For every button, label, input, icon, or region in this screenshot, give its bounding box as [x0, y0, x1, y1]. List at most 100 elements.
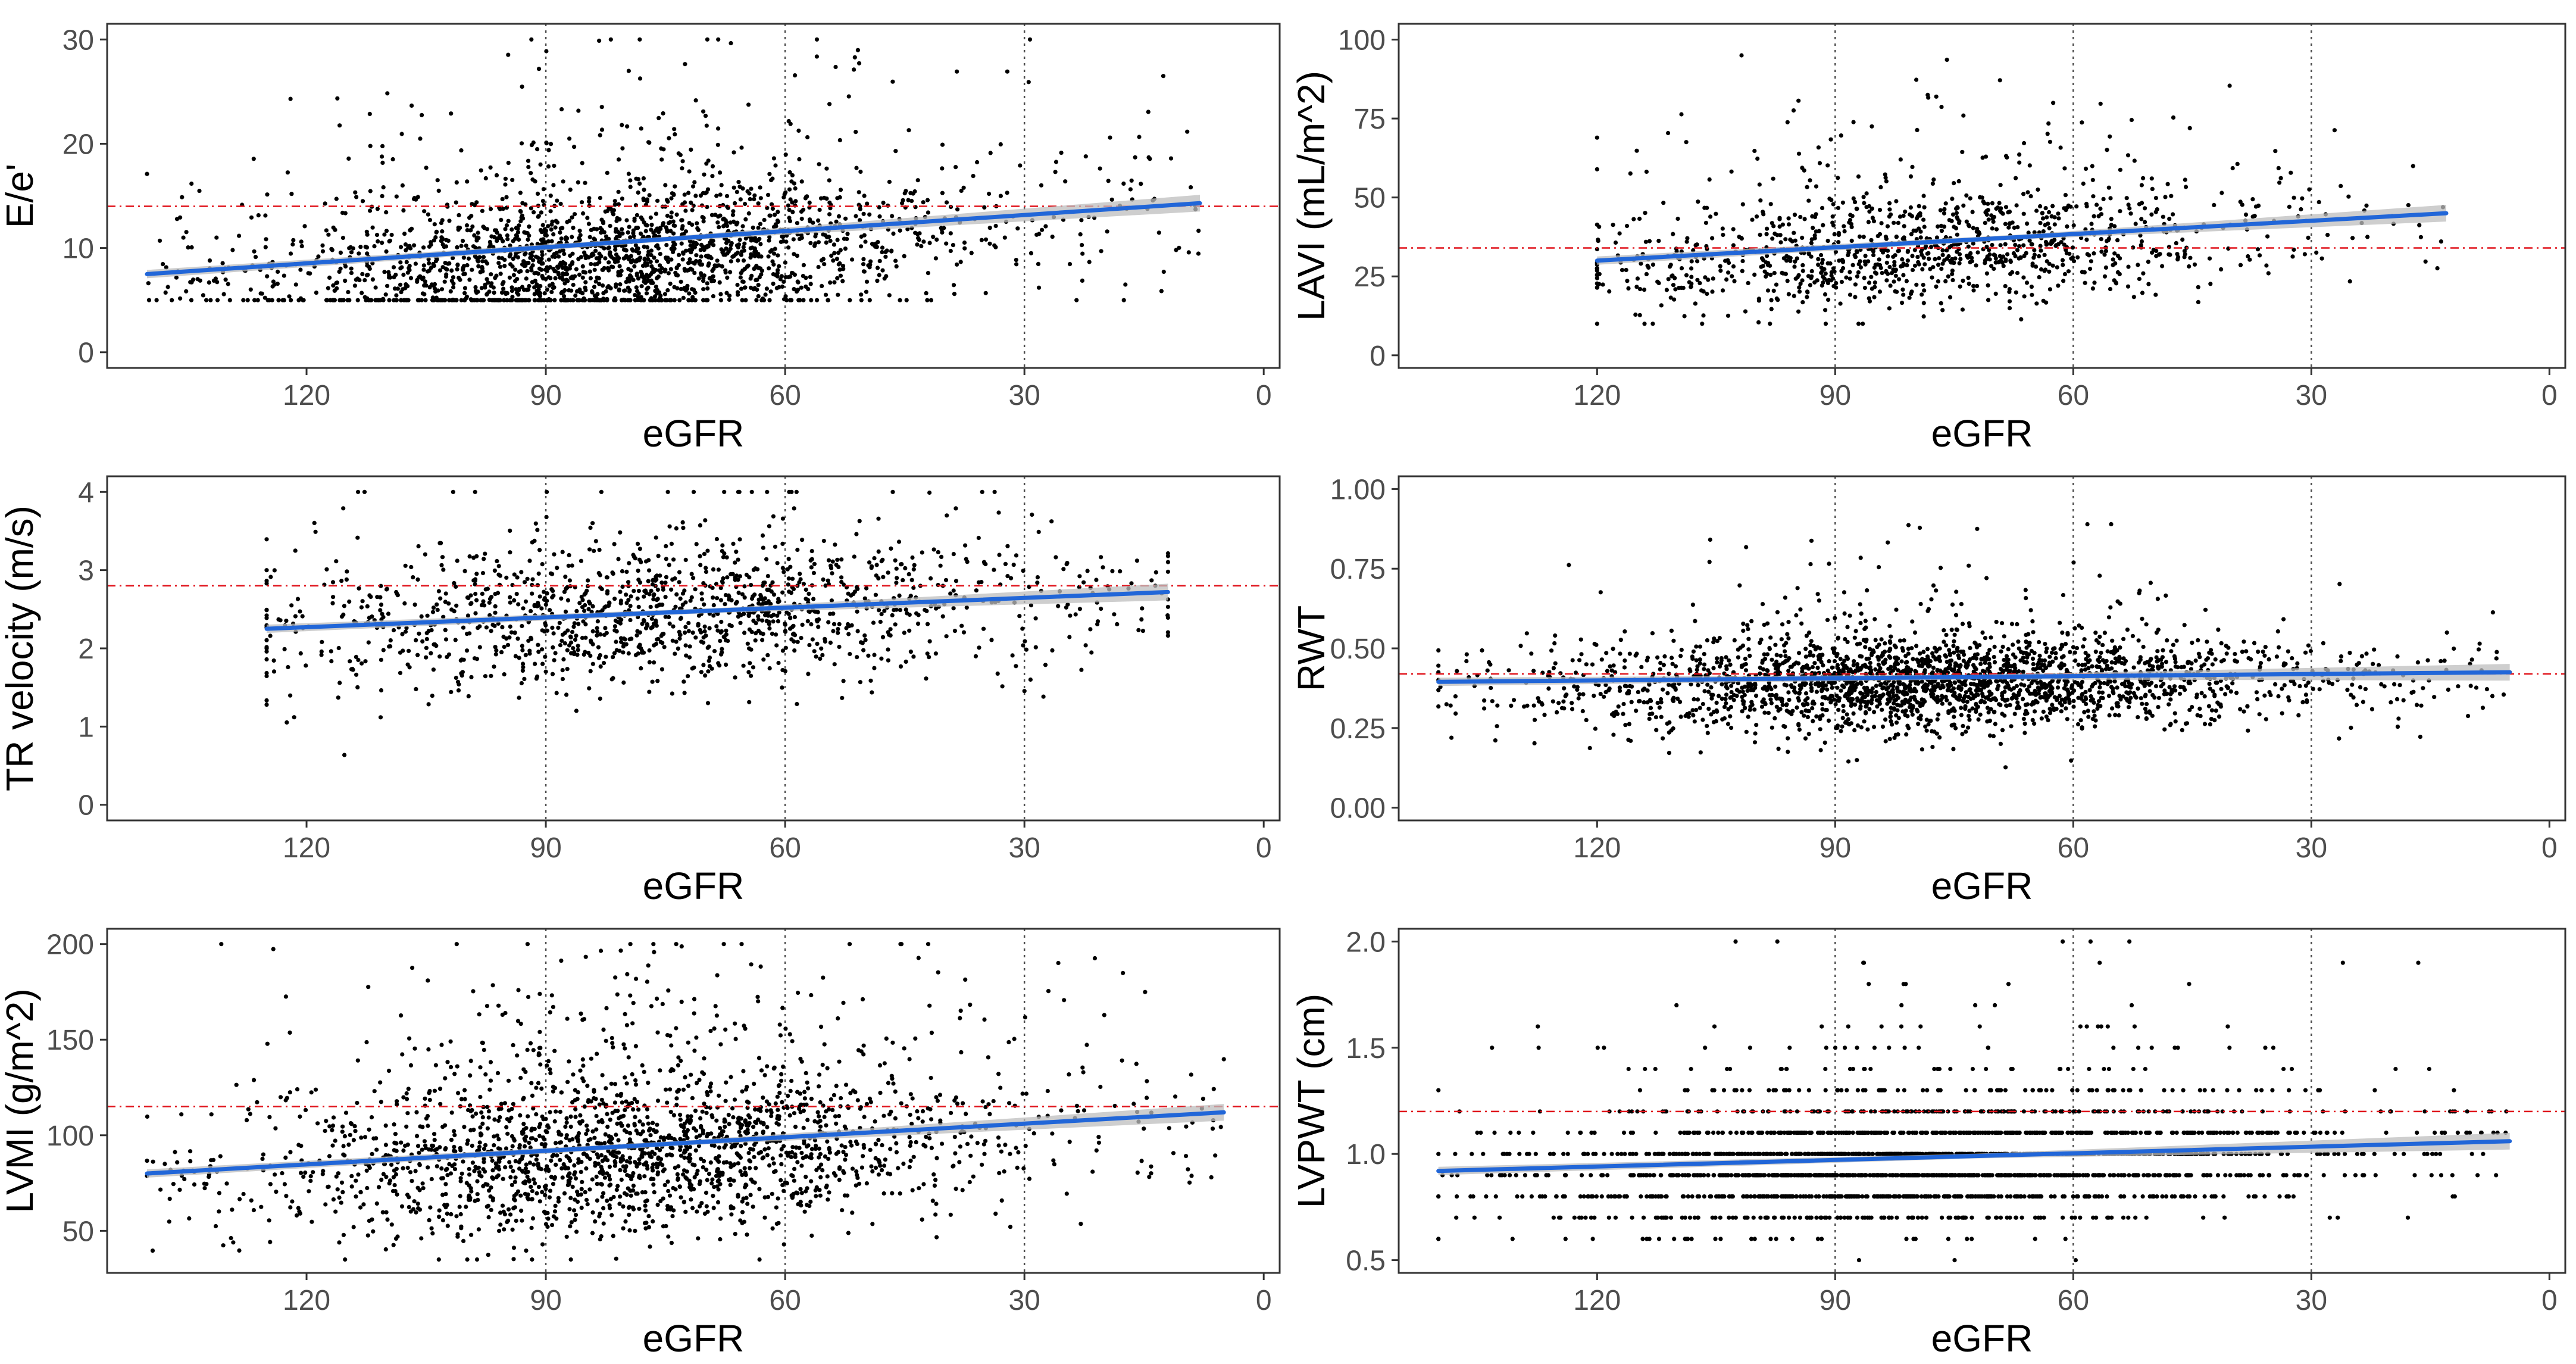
data-point	[701, 216, 706, 220]
data-point	[604, 654, 608, 659]
x-axis-title: eGFR	[1931, 412, 2033, 455]
data-point	[2024, 280, 2030, 285]
data-point	[2174, 241, 2178, 245]
data-point	[621, 298, 626, 302]
data-point	[1002, 235, 1007, 240]
data-point	[557, 620, 562, 625]
data-point	[2083, 280, 2087, 285]
data-point	[1806, 252, 1811, 257]
data-point	[671, 192, 676, 196]
data-point	[603, 626, 608, 631]
data-point	[2071, 645, 2075, 650]
data-point	[681, 295, 686, 300]
data-point	[664, 243, 669, 248]
data-point	[576, 644, 580, 648]
data-point	[747, 700, 752, 704]
data-point	[1998, 741, 2003, 746]
data-point	[1705, 291, 1709, 296]
data-point	[2153, 196, 2158, 201]
data-point	[677, 298, 682, 302]
data-point	[705, 281, 709, 286]
data-point	[470, 267, 474, 272]
data-point	[834, 563, 839, 567]
data-point	[517, 223, 521, 228]
data-point	[761, 597, 765, 603]
data-point	[526, 237, 530, 242]
data-point	[476, 626, 480, 631]
data-point	[195, 277, 200, 282]
data-point	[363, 659, 368, 664]
data-point	[264, 568, 269, 573]
data-point	[731, 185, 736, 190]
data-point	[329, 659, 334, 664]
data-point	[1028, 677, 1033, 682]
data-point	[1765, 226, 1770, 231]
data-point	[553, 225, 558, 230]
data-point	[201, 293, 205, 298]
data-point	[487, 600, 492, 605]
data-point	[493, 652, 498, 657]
data-point	[701, 663, 706, 667]
data-point	[349, 250, 354, 255]
data-point	[673, 223, 677, 228]
data-point	[817, 207, 822, 213]
data-point	[731, 209, 736, 214]
data-point	[767, 238, 771, 243]
data-points	[1436, 522, 2512, 770]
data-point	[1598, 590, 1603, 595]
data-point	[542, 291, 547, 296]
data-point	[927, 241, 932, 245]
data-point	[908, 191, 913, 195]
x-tick-label: 90	[530, 380, 561, 411]
data-point	[805, 135, 810, 140]
data-point	[758, 185, 762, 190]
data-point	[710, 274, 715, 279]
data-point	[652, 592, 656, 597]
data-point	[863, 239, 868, 244]
data-point	[840, 279, 845, 283]
data-point	[1620, 268, 1625, 273]
data-point	[1149, 578, 1154, 583]
data-point	[1912, 263, 1918, 268]
data-point	[1951, 644, 1956, 648]
data-point	[364, 245, 370, 250]
data-point	[886, 570, 890, 575]
data-point	[1927, 257, 1931, 261]
data-point	[797, 157, 802, 162]
data-point	[840, 695, 845, 700]
data-point	[795, 254, 799, 258]
data-point	[440, 218, 445, 223]
data-point	[1878, 185, 1883, 189]
data-point	[1643, 239, 1648, 244]
data-point	[720, 579, 724, 584]
data-point	[742, 631, 747, 635]
data-point	[2022, 141, 2027, 146]
data-point	[1938, 208, 1943, 213]
data-point	[272, 568, 277, 573]
data-point	[864, 289, 869, 294]
data-point	[1080, 278, 1084, 283]
data-point	[884, 248, 889, 253]
data-point	[404, 248, 408, 252]
data-point	[522, 676, 527, 681]
data-point	[720, 650, 724, 655]
data-point	[1836, 205, 1840, 210]
data-point	[1050, 235, 1055, 239]
data-point	[449, 689, 454, 694]
data-point	[735, 282, 740, 288]
data-point	[1796, 309, 1801, 314]
data-point	[712, 649, 717, 654]
data-point	[451, 489, 455, 494]
data-point	[1875, 233, 1880, 238]
data-point	[617, 288, 621, 293]
data-point	[499, 650, 504, 654]
data-point	[581, 619, 586, 624]
data-point	[535, 604, 540, 608]
data-point	[751, 225, 755, 230]
data-point	[270, 284, 275, 289]
data-point	[1887, 306, 1892, 311]
data-point	[544, 233, 549, 238]
data-point	[431, 605, 436, 610]
data-point	[265, 274, 270, 279]
data-point	[537, 294, 542, 298]
